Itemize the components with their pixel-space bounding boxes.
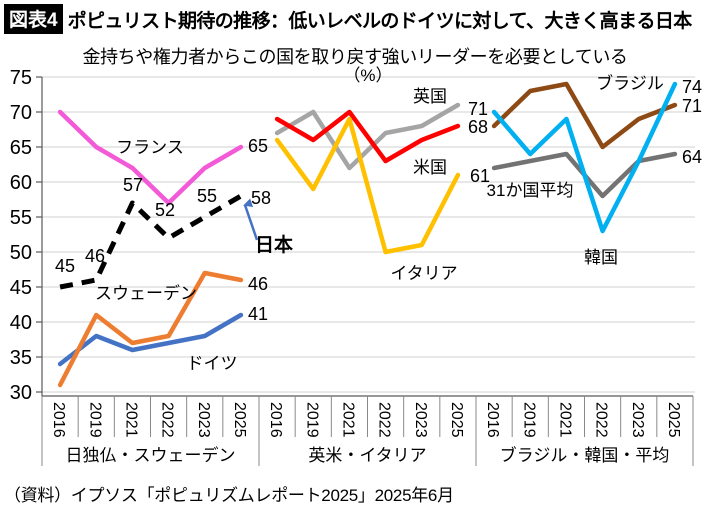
year-label: 2016 (50, 402, 67, 438)
chart-label: 46 (85, 246, 105, 266)
y-axis-label: 55 (10, 207, 32, 229)
year-label: 2016 (484, 402, 501, 438)
chart-label: 57 (123, 175, 143, 195)
year-label: 2023 (195, 402, 212, 438)
year-label: 2023 (629, 402, 646, 438)
chart-label: スウェーデン (95, 283, 197, 303)
series-line-2-1 (491, 81, 678, 150)
year-label: 2025 (448, 402, 465, 438)
chart-label: イタリア (390, 264, 457, 283)
y-axis-label: 70 (10, 102, 32, 124)
page-title: ポピュリスト期待の推移：低いレベルのドイツに対して、大きく高まる日本 (67, 10, 693, 32)
year-label: 2021 (556, 402, 573, 438)
series-line-0-2 (57, 109, 244, 206)
group-label: 日独仏・スウェーデン (66, 445, 236, 465)
chart-label: 米国 (413, 158, 447, 177)
year-label: 2019 (86, 402, 103, 438)
y-axis-label: 75 (10, 67, 32, 89)
chart-label: ブラジル (596, 73, 664, 93)
chart-label: 英国 (413, 87, 447, 106)
source-note: （資料）イプソス「ポピュリズムレポート2025」2025年6月 (4, 486, 454, 505)
chart-label: 58 (251, 188, 271, 208)
series-line-1-1 (274, 109, 461, 164)
year-label: 2019 (520, 402, 537, 438)
series-line-1-2 (274, 116, 461, 255)
chart-label: 韓国 (584, 248, 618, 267)
chart-label: （%） (343, 66, 392, 85)
y-axis-label: 45 (10, 277, 32, 299)
chart-label: 52 (155, 200, 175, 220)
header-row: 図表4 ポピュリスト期待の推移：低いレベルのドイツに対して、大きく高まる日本 (4, 4, 708, 34)
chart-label: 65 (248, 136, 268, 156)
chart-label: フランス (116, 138, 184, 157)
chart-label: 日本 (255, 233, 293, 256)
chart-label: 61 (470, 166, 490, 186)
chart-label: 31か国平均 (487, 181, 574, 200)
chart-label: 68 (468, 117, 488, 137)
year-label: 2023 (412, 402, 429, 438)
group-label: ブラジル・韓国・平均 (500, 445, 670, 465)
y-axis-label: 65 (10, 137, 32, 159)
series-line-1-0 (274, 102, 461, 171)
chart-canvas: 30 35 40 45 50 55 60 65 70 75 2016 2019 2021 2022 2023… (10, 66, 702, 466)
y-axis-label: 35 (10, 347, 32, 369)
figure-number-badge: 図表4 (4, 4, 63, 34)
chart-label: 46 (248, 274, 268, 294)
group-label: 英米・イタリア (308, 446, 426, 465)
series-line-2-2 (491, 81, 678, 234)
chart-label: 45 (55, 256, 75, 276)
chart-label: 71 (682, 96, 702, 116)
year-label: 2025 (665, 402, 682, 438)
year-label: 2016 (267, 402, 284, 438)
y-axis-label: 30 (10, 382, 32, 404)
y-axis-label: 60 (10, 172, 32, 194)
chart-label: 64 (682, 147, 702, 167)
chart-label: 74 (682, 77, 702, 97)
series-line-0-0 (57, 312, 244, 367)
year-label: 2021 (122, 402, 139, 438)
chart-subtitle: 金持ちや権力者からこの国を取り戻す強いリーダーを必要としている (82, 47, 628, 67)
year-label: 2019 (303, 402, 320, 438)
year-label: 2022 (593, 402, 610, 438)
series-line-0-3 (59, 193, 243, 290)
chart-label: 55 (197, 186, 217, 206)
japan-pointer-arrow (243, 198, 259, 241)
year-label: 2022 (376, 402, 393, 438)
chart-label: 71 (468, 99, 488, 119)
year-label: 2021 (339, 402, 356, 438)
series-line-0-1 (57, 270, 244, 388)
year-label: 2025 (231, 402, 248, 438)
y-axis-label: 40 (10, 312, 32, 334)
y-axis-label: 50 (10, 242, 32, 264)
year-label: 2022 (159, 402, 176, 438)
chart-label: 41 (248, 304, 268, 324)
chart-label: ドイツ (187, 354, 238, 373)
